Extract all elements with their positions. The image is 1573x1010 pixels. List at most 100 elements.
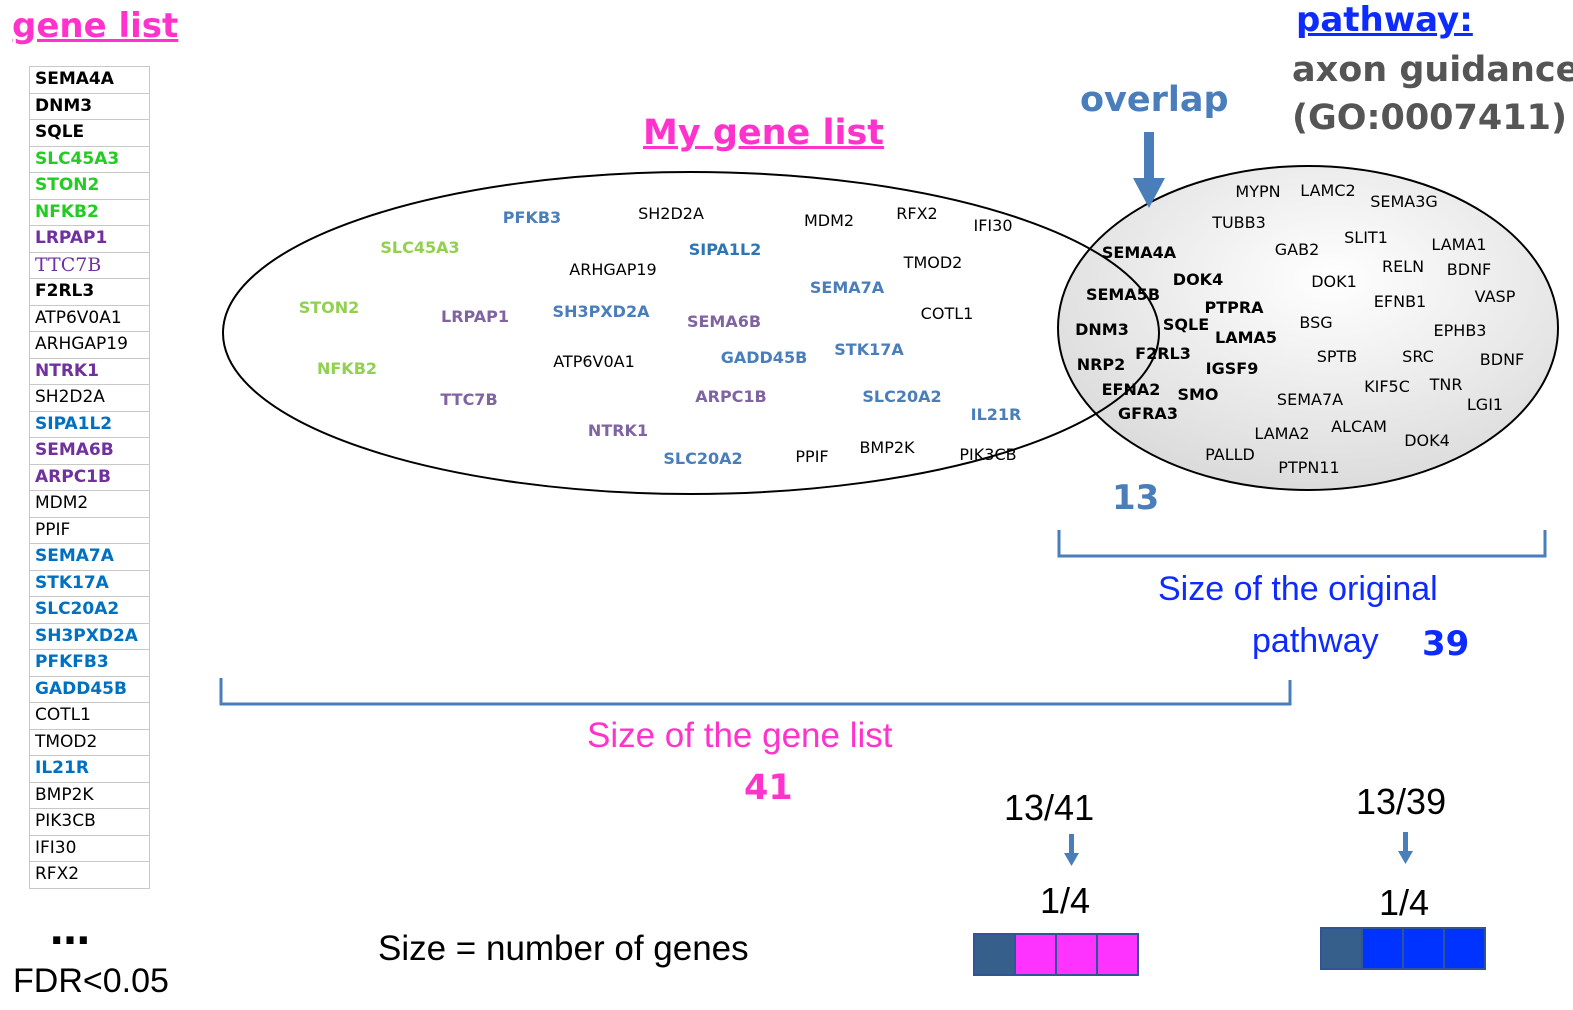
gene-label: SEMA7A: [1276, 390, 1344, 409]
gene-table-row: PFKFB3: [29, 649, 150, 677]
ratio-box: [1320, 927, 1363, 970]
gene-label: EPHB3: [1433, 321, 1487, 340]
ratio-box: [1096, 933, 1139, 976]
gene-label: EFNB1: [1373, 292, 1427, 311]
gene-label: SLC45A3: [380, 238, 460, 257]
gene-label: ALCAM: [1331, 417, 1387, 436]
gene-label: SLIT1: [1344, 228, 1388, 247]
gene-table-row: BMP2K: [29, 781, 150, 809]
ratio-left-boxes: [973, 933, 1139, 976]
gene-table-row: NTRK1: [29, 357, 150, 385]
gene-label: SPTB: [1316, 347, 1358, 366]
gene-label: SH2D2A: [638, 204, 704, 223]
gene-label: NFKB2: [316, 359, 378, 378]
gene-table-row: LRPAP1: [29, 225, 150, 253]
gene-list-ellipse: [222, 171, 1160, 495]
gene-label: BDNF: [1446, 260, 1492, 279]
gene-label: MYPN: [1235, 182, 1281, 201]
gene-label: BMP2K: [859, 438, 915, 457]
gene-label: GAB2: [1274, 240, 1320, 259]
gene-label: LAMA5: [1214, 328, 1278, 347]
gene-label: IFI30: [973, 216, 1013, 235]
gene-table-cell: SLC45A3: [29, 145, 150, 173]
gene-table-cell: MDM2: [29, 490, 150, 518]
gene-label: SEMA5B: [1085, 285, 1161, 304]
gene-label: ARHGAP19: [569, 260, 657, 279]
gene-table-row: ARHGAP19: [29, 331, 150, 359]
ratio-box: [1014, 933, 1057, 976]
gene-label: DOK1: [1311, 272, 1357, 291]
fdr-threshold: FDR<0.05: [13, 962, 169, 1000]
gene-label: GADD45B: [720, 348, 808, 367]
ratio-left-simplified: 1/4: [1040, 880, 1091, 921]
gene-table-cell: IL21R: [29, 755, 150, 783]
pathway-ellipse: [1057, 165, 1559, 491]
gene-table-row: RFX2: [29, 861, 150, 889]
gene-table-row: ATP6V0A1: [29, 304, 150, 332]
my-gene-list-title: My gene list: [643, 113, 885, 153]
gene-table-cell: SEMA4A: [29, 66, 150, 94]
gene-table-row: PIK3CB: [29, 808, 150, 836]
gene-label: IGSF9: [1205, 359, 1259, 378]
gene-label: VASP: [1474, 287, 1516, 306]
gene-label: GFRA3: [1118, 404, 1178, 423]
gene-list-size-label: Size of the gene list: [587, 716, 893, 755]
gene-label: SLC20A2: [862, 387, 942, 406]
overlap-count: 13: [1112, 478, 1160, 518]
gene-table-cell: SH2D2A: [29, 384, 150, 412]
gene-table: SEMA4A DNM3 SQLE SLC45A3 STON2 NFKB2 LRPAP1 TTC…: [29, 66, 150, 889]
gene-table-row: ARPC1B: [29, 463, 150, 491]
gene-label: SQLE: [1162, 315, 1210, 334]
gene-label: SEMA6B: [686, 312, 762, 331]
gene-table-cell: DNM3: [29, 92, 150, 120]
gene-label: LAMC2: [1300, 181, 1356, 200]
gene-label: TUBB3: [1212, 213, 1266, 232]
gene-label: SEMA4A: [1101, 243, 1177, 262]
gene-label: LAMA1: [1431, 235, 1487, 254]
ratio-right-simplified: 1/4: [1379, 882, 1430, 923]
footnote: Size = number of genes: [378, 929, 749, 968]
gene-label: ATP6V0A1: [553, 352, 635, 371]
gene-label: PALLD: [1205, 445, 1255, 464]
gene-label: SLC20A2: [663, 449, 743, 468]
gene-table-cell: PFKFB3: [29, 649, 150, 677]
gene-table-row: SIPA1L2: [29, 410, 150, 438]
gene-label: BSG: [1299, 313, 1333, 332]
gene-table-cell: SLC20A2: [29, 596, 150, 624]
gene-label: SIPA1L2: [688, 240, 762, 259]
gene-list-size-bracket: [219, 678, 1292, 706]
gene-label: LAMA2: [1254, 424, 1310, 443]
gene-label: TNR: [1429, 375, 1463, 394]
gene-table-cell: PIK3CB: [29, 808, 150, 836]
gene-list-title: gene list: [12, 6, 179, 46]
gene-label: KIF5C: [1364, 377, 1410, 396]
gene-table-row: SQLE: [29, 119, 150, 147]
ratio-left-fraction: 13/41: [1004, 787, 1095, 828]
pathway-size-label-line1: Size of the original: [1158, 570, 1438, 608]
gene-label: STK17A: [834, 340, 904, 359]
gene-table-row: SLC20A2: [29, 596, 150, 624]
gene-label: COTL1: [920, 304, 974, 323]
ratio-box: [1443, 927, 1486, 970]
gene-label: IL21R: [970, 405, 1022, 424]
gene-label: SEMA7A: [809, 278, 885, 297]
gene-label: SH3PXD2A: [552, 302, 650, 321]
gene-table-row: NFKB2: [29, 198, 150, 226]
gene-label: SEMA3G: [1370, 192, 1438, 211]
gene-list-size-value: 41: [744, 768, 793, 808]
gene-table-cell: ARHGAP19: [29, 331, 150, 359]
gene-label: F2RL3: [1135, 344, 1191, 363]
ellipsis-text: …: [50, 908, 94, 954]
gene-label: PTPN11: [1278, 458, 1340, 477]
gene-table-row: SH3PXD2A: [29, 622, 150, 650]
gene-label: NTRK1: [587, 421, 649, 440]
gene-label: SMO: [1177, 385, 1219, 404]
gene-table-cell: SIPA1L2: [29, 410, 150, 438]
ratio-right-fraction: 13/39: [1356, 781, 1447, 822]
right-ratio-arrow: [1398, 832, 1413, 864]
gene-label: MDM2: [803, 211, 855, 230]
gene-label: EFNA2: [1101, 380, 1161, 399]
gene-label: STON2: [298, 298, 360, 317]
gene-label: BDNF: [1479, 350, 1525, 369]
